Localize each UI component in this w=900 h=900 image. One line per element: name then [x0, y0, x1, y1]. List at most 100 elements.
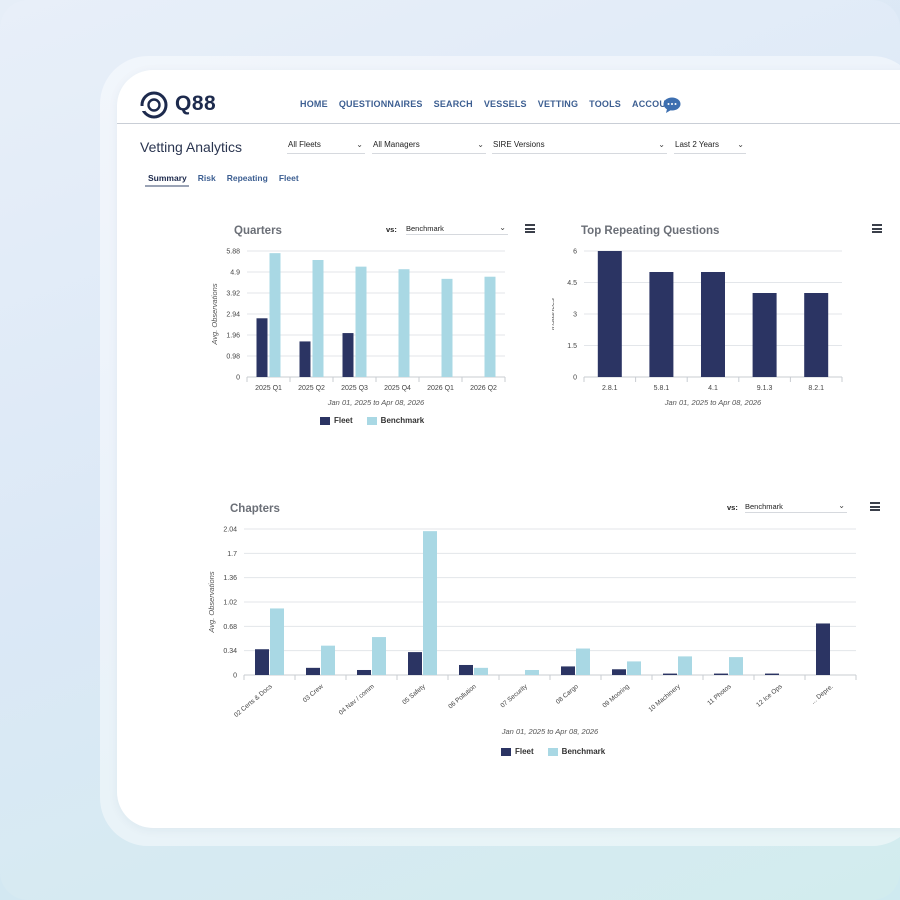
tab-fleet[interactable]: Fleet	[278, 173, 299, 183]
chapters-bar-benchmark	[525, 669, 539, 675]
x-tick-label: 07 Security	[499, 683, 529, 710]
y-tick-label: 3.92	[226, 291, 240, 298]
y-tick-label: 4.9	[230, 270, 240, 277]
nav-search[interactable]: SEARCH	[433, 99, 473, 109]
legend-benchmark[interactable]: Benchmark	[366, 416, 424, 425]
x-tick-label: 05 Safety	[401, 683, 427, 706]
chapters-vs-label: vs:	[727, 503, 738, 512]
chapters-benchmark-select[interactable]: Benchmark ⌄	[745, 501, 847, 513]
quarters-bar-benchmark	[312, 260, 324, 377]
x-axis-label: Jan 01, 2025 to Apr 08, 2026	[327, 398, 425, 407]
tab-summary[interactable]: Summary	[145, 173, 189, 187]
y-tick-label: 1.7	[227, 551, 237, 558]
top-questions-bar-value	[752, 293, 777, 377]
x-tick-label: 08 Cargo	[555, 683, 580, 706]
nav-home[interactable]: HOME	[300, 99, 328, 109]
top-questions-bar-value	[804, 293, 829, 377]
top-questions-menu-icon[interactable]	[872, 224, 882, 233]
analytics-tabs: Summary Risk Repeating Fleet	[145, 173, 307, 187]
x-tick-label: 06 Pollution	[447, 683, 478, 710]
chapters-bar-benchmark	[372, 637, 386, 675]
chapters-bar-fleet	[357, 669, 371, 675]
legend-fleet[interactable]: Fleet	[501, 747, 534, 756]
chapters-bar-fleet	[612, 669, 626, 675]
top-questions-bar-value	[701, 272, 725, 377]
chapters-chart: 0 0.34 0.68 1.02 1.36 1.7 2.04 Avg. Observation…	[207, 527, 857, 736]
x-tick-label: 11 Photos	[706, 683, 733, 707]
page-title: Vetting Analytics	[140, 139, 242, 155]
chapters-bar-fleet	[663, 673, 677, 675]
x-tick-label: 8.2.1	[808, 385, 824, 392]
fleet-filter-value: All Fleets	[288, 140, 321, 149]
legend-fleet-label: Fleet	[334, 416, 353, 425]
quarters-benchmark-value: Benchmark	[406, 224, 444, 233]
nav-tools[interactable]: TOOLS	[589, 99, 622, 109]
logo-text[interactable]: Q88	[175, 92, 217, 115]
quarters-menu-icon[interactable]	[525, 224, 535, 233]
x-tick-label: 5.8.1	[654, 385, 670, 392]
benchmark-swatch	[547, 747, 558, 756]
nav-vessels[interactable]: VESSELS	[483, 99, 527, 109]
period-select[interactable]: Last 2 Years ⌄	[674, 140, 746, 154]
chapters-bar-fleet	[816, 623, 830, 675]
app-window: Q88 HOME QUESTIONNAIRES SEARCH VESSELS V…	[117, 70, 900, 828]
top-questions-bar-value	[597, 251, 622, 377]
quarters-bar-fleet	[299, 341, 311, 377]
y-tick-label: 5.88	[226, 249, 240, 256]
quarters-bar-benchmark	[484, 276, 496, 377]
tab-risk[interactable]: Risk	[197, 173, 216, 183]
y-tick-label: 0.98	[226, 354, 240, 361]
quarters-chart: 0 0.98 1.96 2.94 3.92 4.9 5.88 Avg. Observation…	[210, 249, 506, 407]
nav-account[interactable]: ACCOUNT	[632, 99, 679, 109]
x-axis-label: Jan 01, 2025 to Apr 08, 2026	[664, 398, 762, 407]
chevron-down-icon: ⌄	[499, 223, 506, 232]
y-tick-label: 1.36	[223, 575, 237, 582]
q88-logo-icon[interactable]	[139, 90, 169, 120]
nav-vetting[interactable]: VETTING	[537, 99, 579, 109]
chapters-menu-icon[interactable]	[870, 502, 880, 511]
chapters-bar-benchmark	[321, 645, 335, 675]
sire-version-value: SIRE Versions	[493, 140, 545, 149]
x-tick-label: 2026 Q1	[427, 385, 454, 392]
x-axis-label: Jan 01, 2025 to Apr 08, 2026	[501, 727, 599, 736]
chapters-legend: Fleet Benchmark	[501, 747, 619, 756]
manager-filter-select[interactable]: All Managers ⌄	[372, 140, 486, 154]
x-tick-label: 9.1.3	[757, 385, 773, 392]
fleet-filter-select[interactable]: All Fleets ⌄	[287, 140, 365, 154]
quarters-bar-fleet	[342, 333, 354, 377]
sire-version-select[interactable]: SIRE Versions ⌄	[492, 140, 667, 154]
y-tick-label: 1.02	[223, 600, 237, 607]
y-axis-label: Instances	[552, 298, 556, 330]
chapters-bar-fleet	[459, 664, 473, 675]
x-tick-label: 2025 Q2	[298, 385, 325, 392]
chat-icon[interactable]	[663, 97, 681, 113]
chapters-bar-benchmark	[678, 656, 692, 675]
x-tick-label: 09 Mooring	[601, 683, 631, 710]
y-tick-label: 4.5	[567, 280, 577, 287]
quarters-benchmark-select[interactable]: Benchmark ⌄	[406, 223, 508, 235]
x-tick-label: 03 Crew	[302, 683, 325, 704]
legend-fleet-label: Fleet	[515, 747, 534, 756]
y-tick-label: 6	[573, 249, 577, 256]
y-tick-label: 2.04	[223, 527, 237, 534]
y-tick-label: 0.34	[223, 648, 237, 655]
nav-questionnaires[interactable]: QUESTIONNAIRES	[338, 99, 423, 109]
x-tick-label: 02 Certs & Docs	[233, 683, 274, 719]
tab-repeating[interactable]: Repeating	[226, 173, 268, 183]
legend-benchmark[interactable]: Benchmark	[547, 747, 606, 756]
manager-filter-value: All Managers	[373, 140, 420, 149]
quarters-chart-title: Quarters	[234, 225, 282, 237]
chapters-bar-fleet	[765, 673, 779, 675]
y-tick-label: 1.96	[226, 333, 240, 340]
x-tick-label: ... Depre.	[810, 683, 835, 706]
x-tick-label: 04 Nav / comm	[338, 683, 376, 716]
x-tick-label: 2.8.1	[602, 385, 618, 392]
legend-benchmark-label: Benchmark	[561, 747, 606, 756]
fleet-swatch	[501, 747, 511, 756]
chapters-bar-benchmark	[423, 531, 437, 675]
quarters-bar-benchmark	[398, 269, 410, 377]
legend-fleet[interactable]: Fleet	[320, 416, 353, 425]
chevron-down-icon: ⌄	[838, 501, 845, 510]
y-tick-label: 0	[573, 375, 577, 382]
chevron-down-icon: ⌄	[658, 140, 665, 149]
